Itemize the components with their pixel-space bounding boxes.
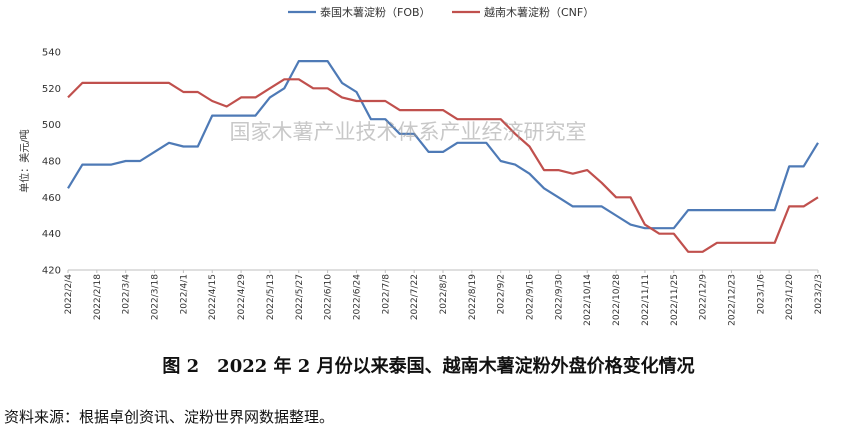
x-tick-label: 2022/3/4	[122, 274, 132, 315]
x-tick-label: 2022/11/11	[641, 274, 651, 326]
legend-label: 泰国木薯淀粉（FOB）	[320, 5, 431, 19]
x-tick-label: 2022/11/25	[670, 274, 680, 326]
legend-label: 越南木薯淀粉（CNF）	[484, 5, 594, 19]
chart-series	[67, 59, 819, 253]
y-axis: 420 440 460 480 500 520 540	[42, 48, 61, 277]
data-source-note: 资料来源：根据卓创资讯、淀粉世界网数据整理。	[4, 408, 335, 426]
x-tick-label: 2022/10/28	[612, 274, 622, 326]
x-tick-label: 2022/6/24	[352, 274, 362, 320]
x-tick-label: 2022/7/8	[381, 274, 391, 315]
x-tick-label: 2022/8/5	[439, 274, 449, 314]
x-tick-label: 2022/10/14	[583, 274, 593, 326]
x-tick-label: 2022/12/23	[727, 274, 737, 326]
x-tick-label: 2022/7/22	[410, 274, 420, 320]
y-tick-label: 420	[42, 266, 61, 277]
x-tick-label: 2022/3/18	[151, 274, 161, 320]
x-tick-label: 2022/5/13	[266, 274, 276, 320]
x-tick-label: 2022/4/15	[208, 274, 218, 320]
y-tick-label: 480	[42, 157, 61, 168]
x-tick-label: 2023/1/6	[756, 274, 766, 315]
y-tick-label: 500	[42, 120, 61, 131]
y-tick-label: 520	[42, 84, 61, 95]
x-tick-label: 2022/12/9	[699, 274, 709, 320]
x-tick-label: 2022/9/16	[526, 274, 536, 320]
x-tick-label: 2022/9/2	[497, 274, 507, 314]
x-tick-label: 2022/4/29	[237, 274, 247, 320]
y-tick-label: 540	[42, 48, 61, 59]
x-tick-label: 2022/8/19	[468, 274, 478, 320]
y-axis-label: 单位：美元/吨	[18, 129, 31, 192]
figure-caption: 图 2 2022 年 2 月份以来泰国、越南木薯淀粉外盘价格变化情况	[162, 356, 695, 377]
line-chart: 泰国木薯淀粉（FOB） 越南木薯淀粉（CNF） 420 440 460 480 500 52…	[18, 5, 824, 326]
series-line-1	[67, 59, 819, 230]
watermark-text: 国家木薯产业技术体系产业经济研究室	[230, 120, 587, 144]
x-tick-label: 2022/6/10	[324, 274, 334, 320]
x-tick-label: 2022/2/4	[64, 274, 74, 315]
x-tick-label: 2023/1/20	[785, 274, 795, 320]
x-tick-label: 2022/2/18	[93, 274, 103, 320]
y-tick-label: 440	[42, 229, 61, 240]
x-axis: 2022/2/4 2022/2/18 2022/3/4 2022/3/18 2022/4…	[64, 269, 824, 326]
x-tick-label: 2022/9/30	[554, 274, 564, 320]
chart-legend: 泰国木薯淀粉（FOB） 越南木薯淀粉（CNF）	[288, 5, 594, 19]
x-tick-label: 2022/5/27	[295, 274, 305, 320]
x-tick-label: 2023/2/3	[814, 274, 824, 314]
y-tick-label: 460	[42, 193, 61, 204]
series-line-2	[67, 78, 819, 253]
x-tick-label: 2022/4/1	[179, 274, 189, 314]
